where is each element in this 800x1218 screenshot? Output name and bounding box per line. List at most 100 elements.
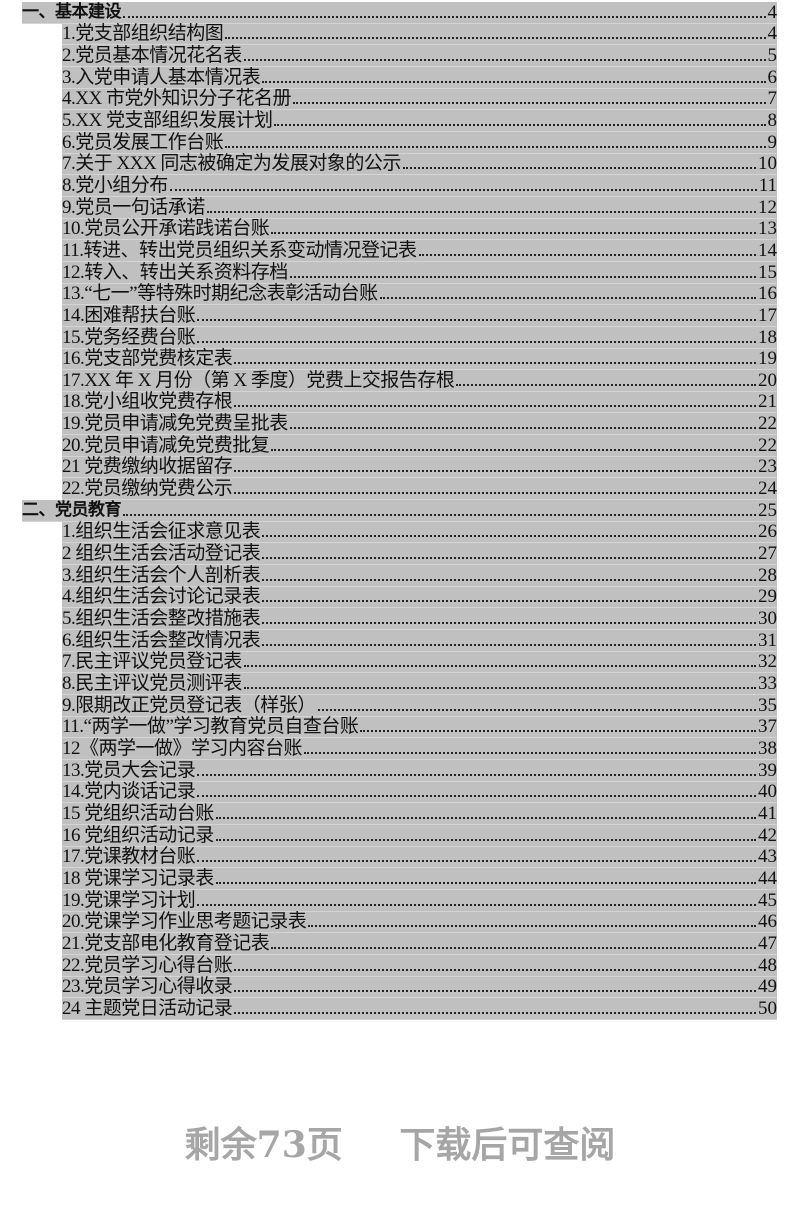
toc-page-number: 15: [758, 261, 777, 283]
toc-entry[interactable]: 11.“两学一做”学习教育党员自查台账 37: [62, 716, 777, 739]
toc-page-number: 22: [758, 413, 777, 435]
toc-page-number: 46: [758, 911, 777, 933]
toc-entry[interactable]: 17.党课教材台账 43: [62, 846, 777, 869]
toc-page-number: 20: [758, 369, 777, 391]
toc-entry-title: 22.党员缴纳党费公示: [62, 478, 233, 500]
toc-page-number: 50: [758, 997, 777, 1019]
toc-entry[interactable]: 2 组织生活会活动登记表 27: [62, 543, 777, 566]
toc-page-number: 4: [767, 23, 778, 45]
toc-entry[interactable]: 11.转进、转出党员组织关系变动情况登记表 14: [62, 240, 777, 262]
toc-section[interactable]: 二、党员教育 25: [22, 500, 777, 522]
toc-page-number: 16: [758, 283, 777, 305]
toc-entry[interactable]: 17.XX 年 X 月份（第 X 季度）党费上交报告存根 20: [62, 370, 777, 392]
toc-entry[interactable]: 6.党员发展工作台账 9: [62, 132, 777, 154]
toc-entry-title: 14.困难帮扶台账: [62, 304, 196, 326]
toc-page-number: 12: [758, 196, 777, 218]
toc-entry[interactable]: 16.党支部党费核定表 19: [62, 348, 777, 371]
toc-entry[interactable]: 24 主题党日活动记录 50: [62, 998, 777, 1020]
toc-entry-title: 18.党小组收党费存根: [62, 391, 233, 413]
dot-leader: [262, 578, 756, 581]
toc-entry[interactable]: 9.限期改正党员登记表（样张） 35: [62, 695, 777, 717]
toc-entry[interactable]: 13.“七一”等特殊时期纪念表彰活动台账 16: [62, 283, 777, 306]
toc-page-number: 8: [767, 109, 778, 131]
dot-leader: [197, 795, 756, 798]
dot-leader: [262, 622, 756, 625]
dot-leader: [234, 405, 756, 408]
toc-entry[interactable]: 8.党小组分布 11: [62, 175, 777, 197]
toc-page-number: 43: [758, 846, 777, 868]
toc-entry[interactable]: 22.党员缴纳党费公示 24: [62, 478, 777, 501]
dot-leader: [456, 383, 756, 386]
toc-page-number: 31: [758, 629, 777, 651]
toc-entry[interactable]: 14.困难帮扶台账 17: [62, 305, 777, 327]
toc-page-number: 4: [767, 1, 778, 23]
toc-entry-title: 19.党课学习计划: [62, 889, 196, 911]
toc-entry[interactable]: 1.组织生活会征求意见表 26: [62, 521, 777, 544]
toc-section[interactable]: 一、基本建设 4: [22, 2, 777, 24]
toc-entry-title: 21 党费缴纳收据留存: [62, 456, 233, 478]
toc-entry[interactable]: 23.党员学习心得收录 49: [62, 976, 777, 999]
toc-entry-title: 20.党课学习作业思考题记录表: [62, 911, 307, 933]
toc-entry[interactable]: 18 党课学习记录表 44: [62, 868, 777, 890]
dot-leader: [292, 102, 766, 105]
dot-leader: [271, 448, 756, 451]
toc-entry[interactable]: 5.组织生活会整改措施表 30: [62, 608, 777, 631]
dot-leader: [243, 58, 766, 61]
toc-entry-title: 6.组织生活会整改情况表: [62, 629, 261, 651]
toc-entry[interactable]: 9.党员一句话承诺 12: [62, 197, 777, 219]
toc-entry[interactable]: 7.民主评议党员登记表 32: [62, 651, 777, 674]
toc-page-number: 44: [758, 867, 777, 889]
toc-entry-title: 15.党务经费台账: [62, 326, 196, 348]
toc-entry[interactable]: 8.民主评议党员测评表 33: [62, 673, 777, 695]
toc-page-number: 17: [758, 304, 777, 326]
toc-entry-title: 5.组织生活会整改措施表: [62, 608, 261, 630]
toc-entry[interactable]: 15 党组织活动台账 41: [62, 803, 777, 825]
toc-entry[interactable]: 3.入党申请人基本情况表 6: [62, 67, 777, 89]
toc-entry-title: 1.组织生活会征求意见表: [62, 521, 261, 543]
toc-entry[interactable]: 4.组织生活会讨论记录表 29: [62, 586, 777, 609]
toc-entry[interactable]: 13.党员大会记录 39: [62, 760, 777, 782]
toc-entry-title: 9.党员一句话承诺: [62, 196, 205, 218]
toc-page-number: 48: [758, 954, 777, 976]
dot-leader: [234, 968, 756, 971]
toc-entry[interactable]: 2.党员基本情况花名表 5: [62, 45, 777, 67]
toc-page-number: 39: [758, 759, 777, 781]
toc-entry[interactable]: 22.党员学习心得台账 48: [62, 955, 777, 977]
toc-entry[interactable]: 21 党费缴纳收据留存 23: [62, 456, 777, 479]
toc-entry[interactable]: 18.党小组收党费存根 21: [62, 391, 777, 414]
toc-entry[interactable]: 1.党支部组织结构图 4: [62, 23, 778, 46]
toc-entry[interactable]: 10.党员公开承诺践诺台账 13: [62, 218, 777, 241]
dot-leader: [262, 600, 756, 603]
toc-entry[interactable]: 21.党支部电化教育登记表 47: [62, 933, 777, 955]
toc-entry[interactable]: 20.党课学习作业思考题记录表 46: [62, 911, 777, 934]
toc-entry[interactable]: 12.转入、转出关系资料存档 15: [62, 262, 777, 284]
toc-entry[interactable]: 19.党员申请减免党费呈批表 22: [62, 413, 777, 436]
toc-entry[interactable]: 15.党务经费台账 18: [62, 327, 777, 349]
toc-entry-title: 14.党内谈话记录: [62, 781, 196, 803]
toc-page-number: 26: [758, 521, 777, 543]
dot-leader: [215, 881, 756, 884]
toc-entry[interactable]: 7.关于 XXX 同志被确定为发展对象的公示 10: [62, 153, 777, 176]
toc-entry-title: 4.组织生活会讨论记录表: [62, 586, 261, 608]
toc-entry-title: 13.党员大会记录: [62, 759, 196, 781]
toc-entry[interactable]: 6.组织生活会整改情况表 31: [62, 630, 777, 652]
toc-entry-title: 13.“七一”等特殊时期纪念表彰活动台账: [62, 283, 378, 305]
toc-entry[interactable]: 19.党课学习计划 45: [62, 890, 777, 912]
toc-page-number: 49: [758, 976, 777, 998]
toc-entry[interactable]: 5.XX 党支部组织发展计划 8: [62, 110, 777, 132]
toc-page-number: 37: [758, 716, 777, 738]
toc-entry[interactable]: 20.党员申请减免党费批复 22: [62, 435, 777, 457]
toc-entry[interactable]: 16 党组织活动记录 42: [62, 825, 777, 847]
toc-page-number: 10: [758, 153, 777, 175]
download-to-view-link[interactable]: 下载后可查阅: [399, 1124, 616, 1166]
toc-entry[interactable]: 14.党内谈话记录 40: [62, 781, 777, 804]
toc-entry-title: 5.XX 党支部组织发展计划: [62, 109, 273, 131]
toc-entry[interactable]: 12《两学一做》学习内容台账 38: [62, 738, 777, 760]
toc-page-number: 41: [758, 802, 777, 824]
toc-page-number: 13: [758, 218, 777, 240]
toc-entry[interactable]: 4.XX 市党外知识分子花名册 7: [62, 88, 777, 111]
toc-entry[interactable]: 3.组织生活会个人剖析表 28: [62, 565, 777, 587]
toc-entry-title: 17.党课教材台账: [62, 846, 196, 868]
remaining-pages-text: 剩余73页: [184, 1124, 343, 1166]
toc-page-number: 25: [758, 499, 777, 521]
